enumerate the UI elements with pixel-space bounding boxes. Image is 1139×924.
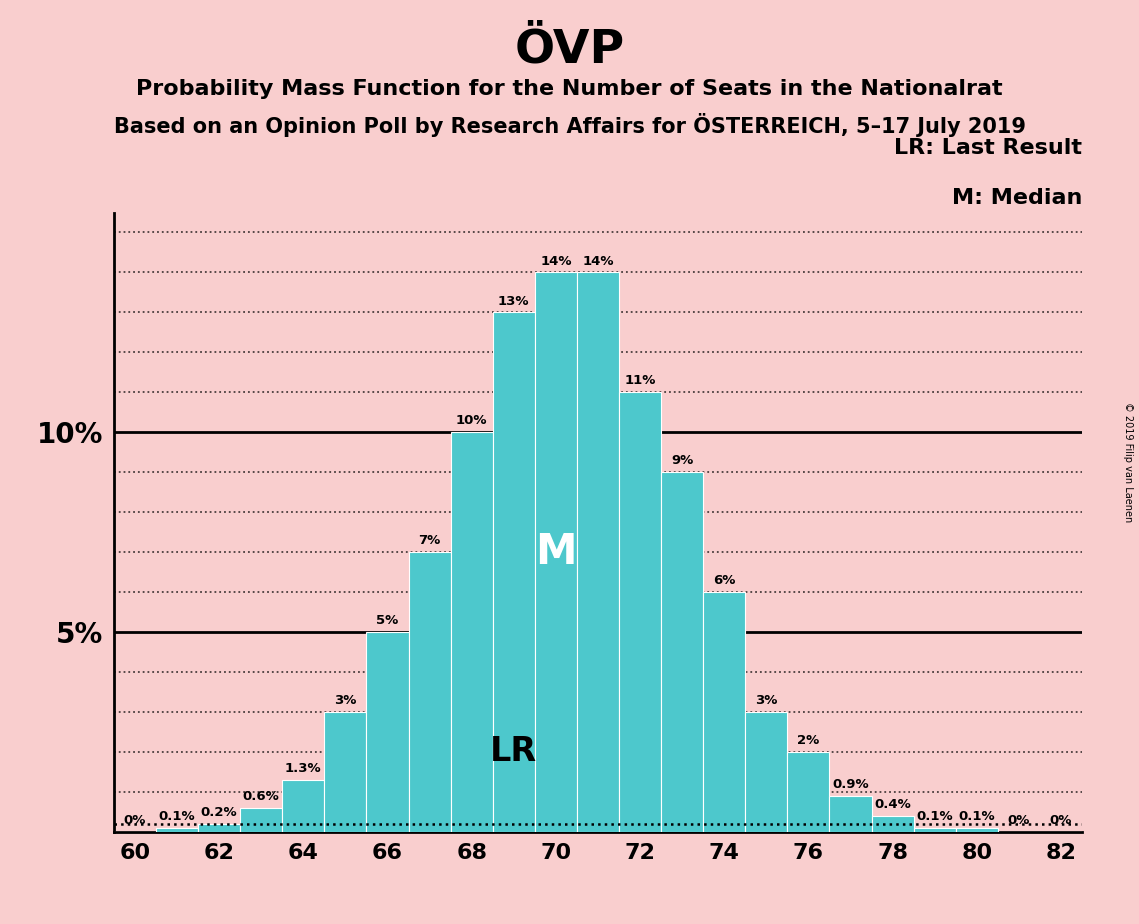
Bar [913,828,956,832]
Bar [703,592,745,832]
Text: 0%: 0% [1008,814,1030,827]
Text: ÖVP: ÖVP [515,28,624,73]
Text: M: Median: M: Median [952,188,1082,208]
Bar [956,828,998,832]
Text: 10%: 10% [456,414,487,428]
Bar [240,808,282,832]
Text: 0.9%: 0.9% [833,778,869,791]
Text: 0.1%: 0.1% [158,809,196,822]
Bar [156,828,198,832]
Bar [661,472,703,832]
Text: 0.4%: 0.4% [875,797,911,811]
Text: LR: LR [490,736,538,768]
Bar [325,711,367,832]
Bar [577,273,618,832]
Text: M: M [535,531,576,573]
Text: 0.1%: 0.1% [917,809,953,822]
Text: 0.1%: 0.1% [959,809,995,822]
Text: 5%: 5% [376,614,399,627]
Text: 3%: 3% [334,694,357,707]
Text: 0%: 0% [124,814,146,827]
Bar [535,273,577,832]
Bar [409,552,451,832]
Text: LR: Last Result: LR: Last Result [894,139,1082,158]
Text: 0.2%: 0.2% [200,806,237,819]
Text: 13%: 13% [498,295,530,308]
Bar [493,312,535,832]
Bar [198,823,240,832]
Text: Probability Mass Function for the Number of Seats in the Nationalrat: Probability Mass Function for the Number… [137,79,1002,99]
Text: 6%: 6% [713,574,736,587]
Bar [282,780,325,832]
Text: 11%: 11% [624,374,656,387]
Bar [451,432,493,832]
Bar [367,632,409,832]
Bar [787,752,829,832]
Text: 9%: 9% [671,455,694,468]
Text: © 2019 Filip van Laenen: © 2019 Filip van Laenen [1123,402,1133,522]
Text: 7%: 7% [418,534,441,547]
Text: 3%: 3% [755,694,778,707]
Bar [871,816,913,832]
Text: 1.3%: 1.3% [285,762,321,775]
Text: 14%: 14% [540,255,572,268]
Text: 2%: 2% [797,734,820,747]
Text: 14%: 14% [582,255,614,268]
Bar [829,796,871,832]
Text: Based on an Opinion Poll by Research Affairs for ÖSTERREICH, 5–17 July 2019: Based on an Opinion Poll by Research Aff… [114,113,1025,137]
Bar [618,393,661,832]
Text: 0%: 0% [1050,814,1072,827]
Text: 0.6%: 0.6% [243,790,279,803]
Bar [745,711,787,832]
